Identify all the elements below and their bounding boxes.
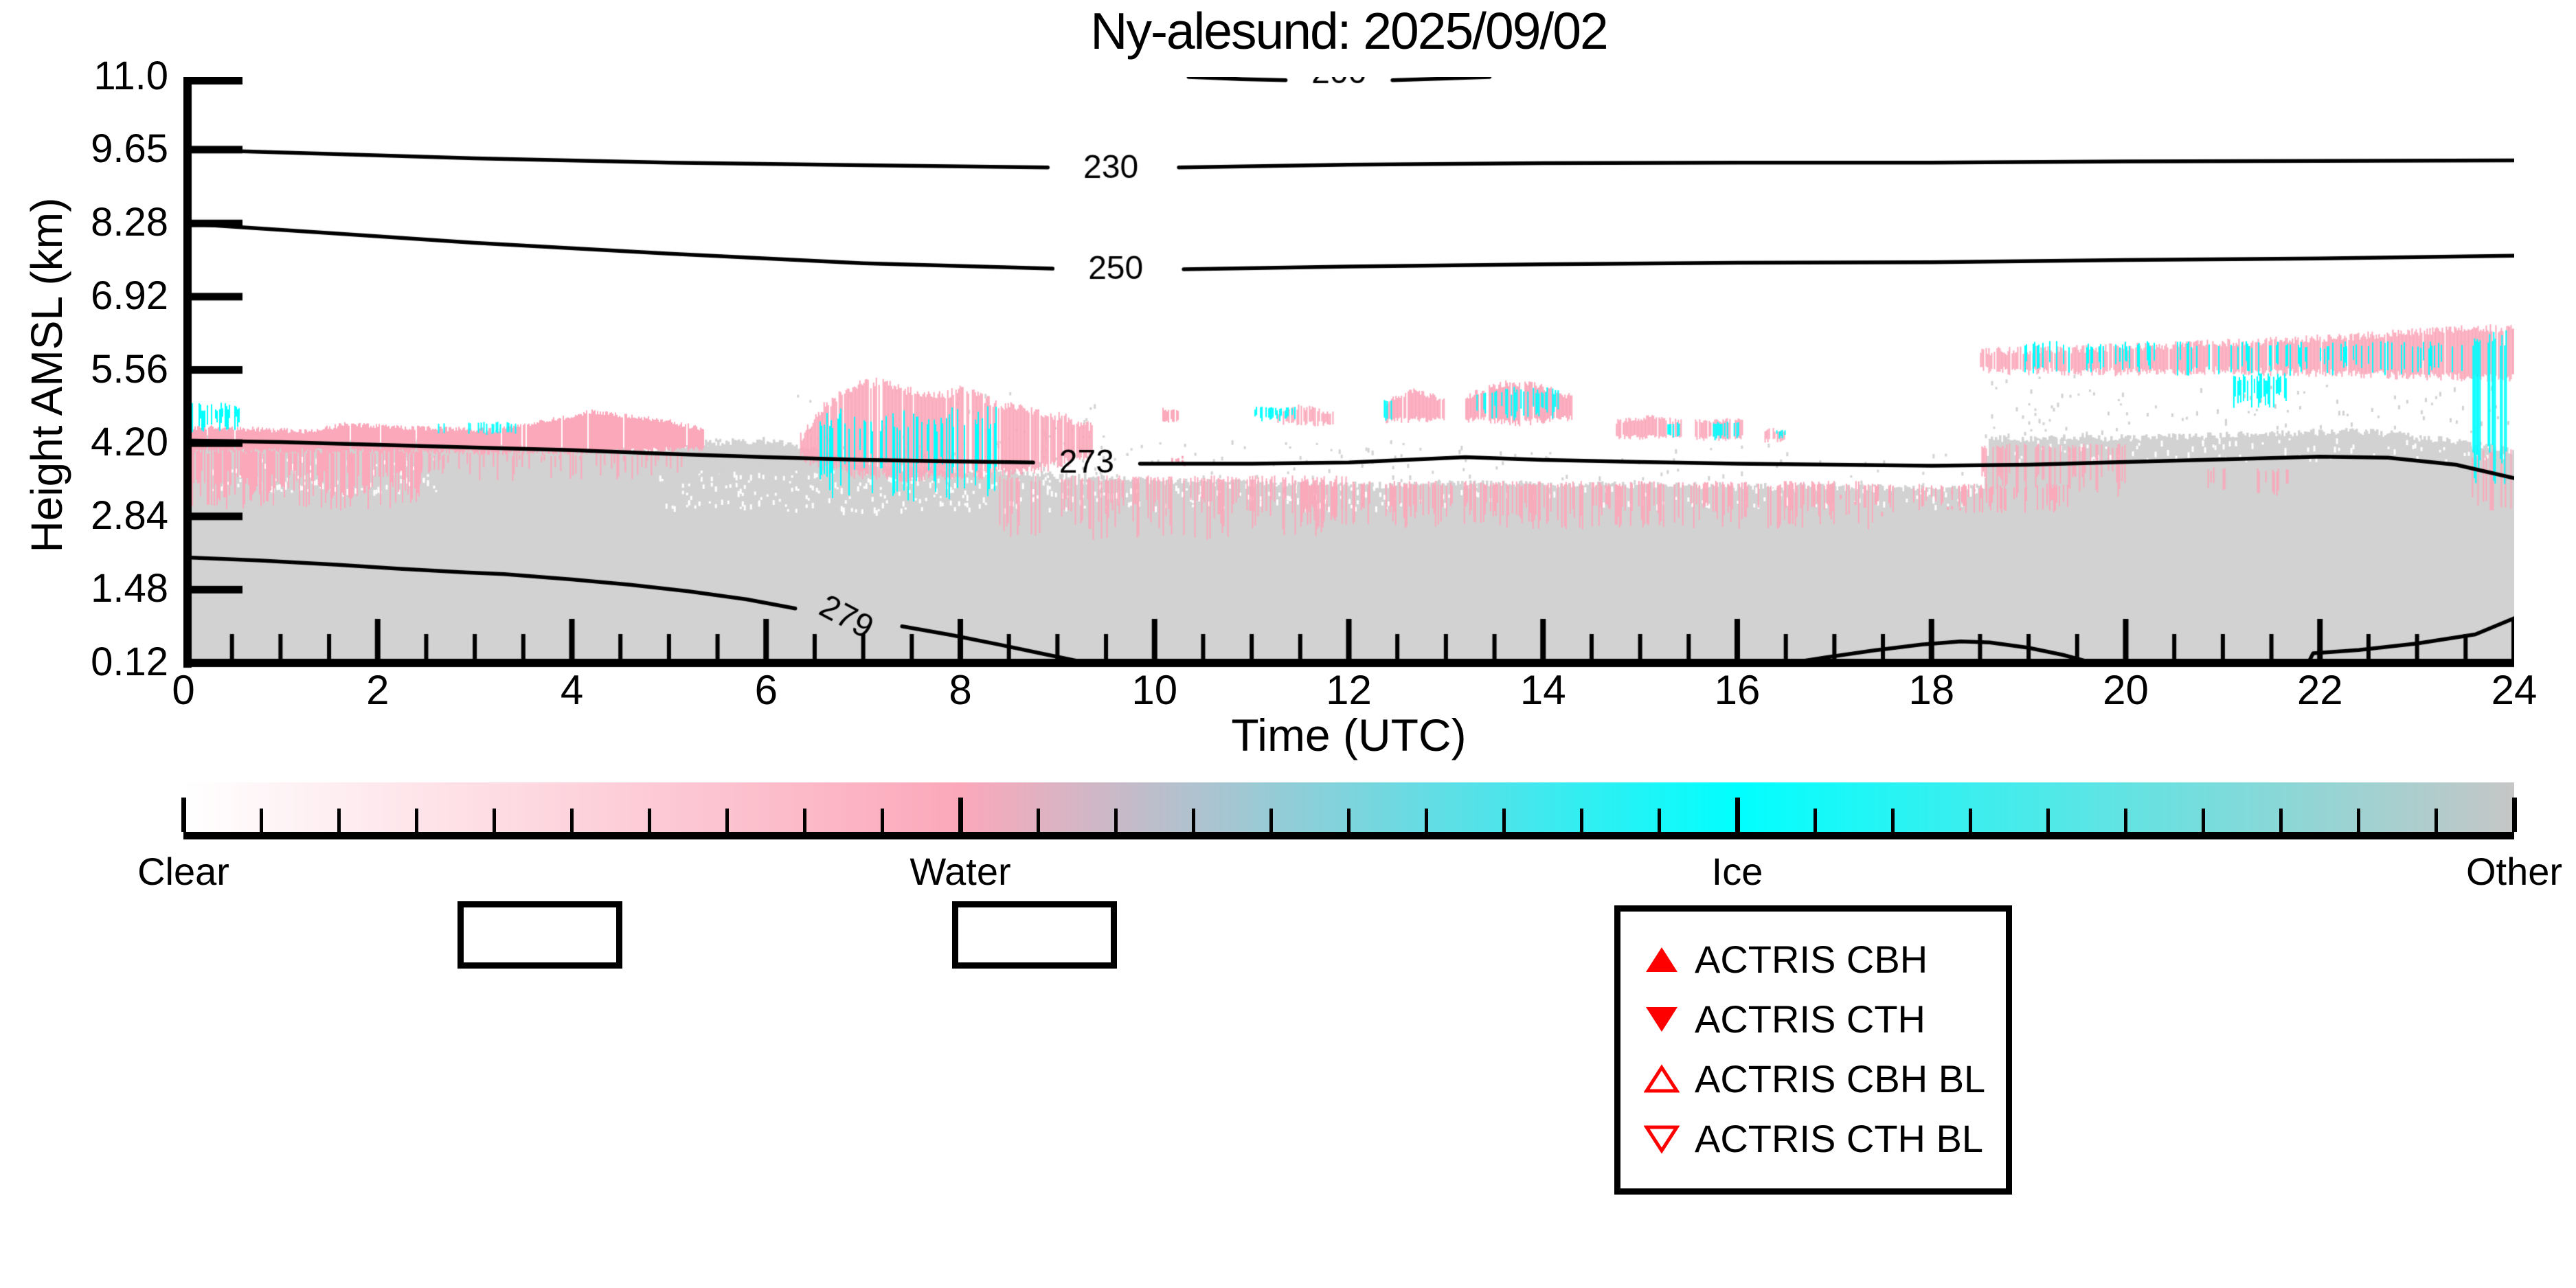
colorbar-minor-tick (2124, 809, 2127, 832)
colorbar-label-water: Water (909, 850, 1011, 893)
legend-label: ACTRIS CTH (1695, 997, 1925, 1041)
colorbar-label-other: Other (2465, 850, 2563, 893)
legend-item-cth: ACTRIS CTH (1644, 989, 2006, 1049)
colorbar-minor-tick (725, 809, 730, 832)
colorbar-minor-tick (1191, 809, 1195, 832)
x-tick-label: 10 (1131, 667, 1178, 713)
x-axis-label: Time (UTC) (1231, 710, 1467, 760)
legend: ACTRIS CBH ACTRIS CTH ACTRIS CBH BL ACTR… (1614, 905, 2012, 1195)
colorbar-minor-tick (2279, 809, 2283, 832)
colorbar-minor-tick (337, 809, 341, 832)
colorbar-label-clear: Clear (137, 850, 229, 893)
x-tick-label: 8 (949, 667, 972, 713)
x-tick-label: 20 (2103, 667, 2149, 713)
colorbar-major-tick (181, 798, 186, 832)
colorbar-minor-tick (1036, 809, 1040, 832)
y-tick-label: 6.92 (91, 273, 168, 318)
colorbar-axis-line (183, 832, 2514, 839)
x-tick-label: 6 (754, 667, 778, 713)
x-tick-label: 0 (172, 667, 195, 713)
x-tick-label: 22 (2296, 667, 2343, 713)
colorbar-minor-tick (2357, 809, 2361, 832)
colorbar-major-tick (1735, 798, 1740, 832)
colorbar-major-tick (958, 798, 963, 832)
colorbar-minor-tick (492, 809, 496, 832)
triangle-up-filled-icon (1646, 947, 1677, 972)
y-tick-label: 11.0 (93, 54, 168, 98)
colorbar-minor-tick (1813, 809, 1817, 832)
y-tick-label: 8.28 (91, 200, 168, 245)
classification-plot-canvas (183, 77, 2514, 672)
x-tick-label: 4 (560, 667, 584, 713)
colorbar-minor-tick (881, 809, 885, 832)
colorbar-minor-tick (2202, 809, 2206, 832)
colorbar-minor-tick (414, 809, 418, 832)
x-tick-label: 16 (1714, 667, 1761, 713)
legend-item-cbh: ACTRIS CBH (1644, 929, 2006, 989)
colorbar-minor-tick (1347, 809, 1351, 832)
legend-label: ACTRIS CBH (1695, 938, 1928, 981)
colorbar-minor-tick (259, 809, 263, 832)
triangle-up-open-icon (1644, 1063, 1680, 1092)
legend-item-cbh-bl: ACTRIS CBH BL (1644, 1049, 2006, 1109)
x-tick-label: 14 (1519, 667, 1566, 713)
y-tick-label: 0.12 (91, 640, 168, 684)
empty-legend-box-2 (952, 901, 1117, 969)
y-tick-label: 4.20 (91, 420, 168, 465)
colorbar-major-tick (2511, 798, 2517, 832)
colorbar-minor-tick (803, 809, 807, 832)
y-tick-label: 2.84 (91, 493, 168, 538)
colorbar-minor-tick (1425, 809, 1429, 832)
colorbar-minor-tick (1502, 809, 1506, 832)
legend-label: ACTRIS CBH BL (1695, 1057, 1986, 1100)
legend-label: ACTRIS CTH BL (1695, 1117, 1984, 1160)
colorbar-minor-tick (2046, 809, 2050, 832)
colorbar-minor-tick (1890, 809, 1895, 832)
y-tick-label: 9.65 (91, 126, 168, 171)
x-tick-label: 2 (366, 667, 389, 713)
x-tick-label: 24 (2491, 667, 2538, 713)
colorbar-minor-tick (1580, 809, 1584, 832)
colorbar-minor-tick (2434, 809, 2439, 832)
colorbar (181, 782, 2517, 840)
y-tick-label: 5.56 (91, 346, 168, 392)
y-tick-label: 1.48 (91, 566, 168, 611)
colorbar-minor-tick (648, 809, 652, 832)
colorbar-minor-tick (570, 809, 574, 832)
colorbar-minor-tick (1114, 809, 1118, 832)
x-tick-label: 12 (1326, 667, 1372, 713)
colorbar-minor-tick (1658, 809, 1662, 832)
chart-title: Ny-alesund: 2025/09/02 (1090, 2, 1608, 60)
colorbar-label-ice: Ice (1711, 850, 1763, 893)
colorbar-minor-tick (1269, 809, 1273, 832)
colorbar-minor-tick (1968, 809, 1972, 832)
triangle-down-open-icon (1644, 1125, 1680, 1154)
legend-item-cth-bl: ACTRIS CTH BL (1644, 1109, 2006, 1168)
x-tick-label: 18 (1908, 667, 1955, 713)
triangle-down-filled-icon (1646, 1006, 1677, 1032)
empty-legend-box-1 (457, 901, 622, 969)
